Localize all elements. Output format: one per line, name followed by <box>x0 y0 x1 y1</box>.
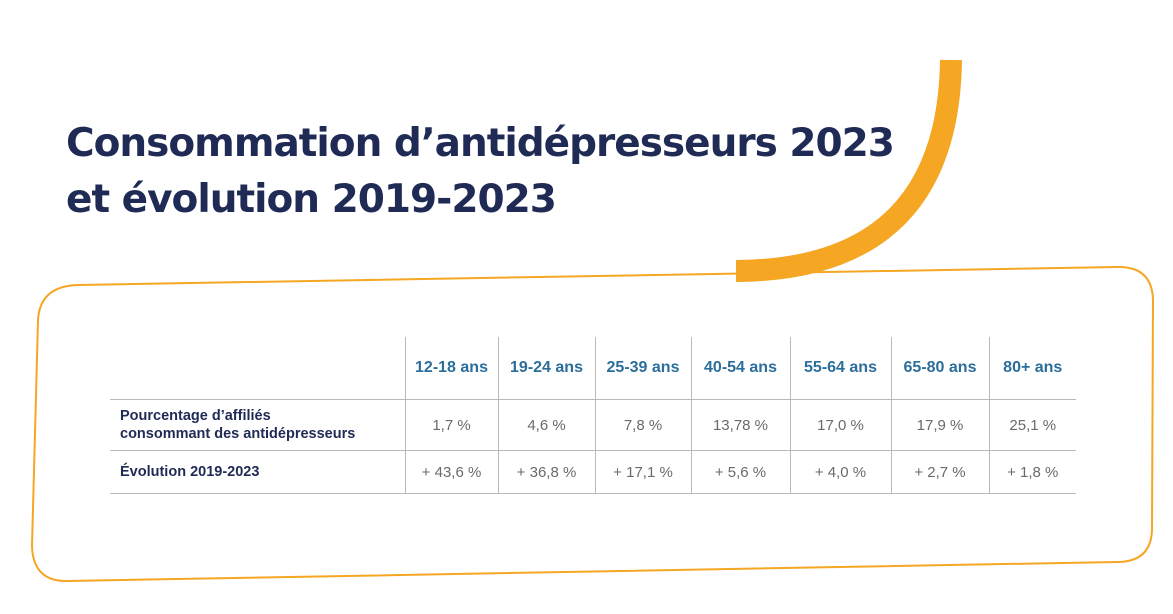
arc-accent <box>735 59 962 282</box>
table-cell: + 17,1 % <box>594 450 691 494</box>
header-corner <box>110 337 405 400</box>
table-cell: 13,78 % <box>690 399 790 451</box>
table-cell: + 36,8 % <box>497 450 595 494</box>
header-row: 12-18 ans 19-24 ans 25-39 ans 40-54 ans … <box>110 337 1076 400</box>
row-label: Pourcentage d’affiliés consommant des an… <box>110 399 405 451</box>
column-header: 25-39 ans <box>594 337 691 400</box>
table-cell: + 2,7 % <box>890 450 989 494</box>
data-table: 12-18 ans 19-24 ans 25-39 ans 40-54 ans … <box>110 337 1076 494</box>
column-header: 55-64 ans <box>789 337 891 400</box>
rounded-frame-outline <box>30 265 1155 583</box>
table-cell: + 4,0 % <box>789 450 891 494</box>
column-header: 65-80 ans <box>890 337 989 400</box>
row-label-line: Évolution 2019-2023 <box>120 464 260 480</box>
page-title: Consommation d’antidépresseurs 2023 et é… <box>66 116 895 228</box>
title-line-2: et évolution 2019-2023 <box>66 177 557 222</box>
table-cell: 25,1 % <box>988 399 1076 451</box>
row-label: Évolution 2019-2023 <box>110 450 405 494</box>
title-line-1: Consommation d’antidépresseurs 2023 <box>66 121 895 166</box>
column-header: 12-18 ans <box>404 337 498 400</box>
row-label-line: Pourcentage d’affiliés <box>120 408 271 424</box>
column-header: 80+ ans <box>988 337 1076 400</box>
column-header: 40-54 ans <box>690 337 790 400</box>
table-cell: + 5,6 % <box>690 450 790 494</box>
table-cell: 7,8 % <box>594 399 691 451</box>
table-cell: 17,0 % <box>789 399 891 451</box>
table-row: Pourcentage d’affiliés consommant des an… <box>110 399 1076 451</box>
table-row: Évolution 2019-2023 + 43,6 % + 36,8 % + … <box>110 450 1076 494</box>
table-cell: 17,9 % <box>890 399 989 451</box>
table-cell: 4,6 % <box>497 399 595 451</box>
table-cell: 1,7 % <box>404 399 498 451</box>
row-label-line: consommant des antidépresseurs <box>120 426 356 442</box>
table-cell: + 1,8 % <box>988 450 1076 494</box>
column-header: 19-24 ans <box>497 337 595 400</box>
table-cell: + 43,6 % <box>404 450 498 494</box>
